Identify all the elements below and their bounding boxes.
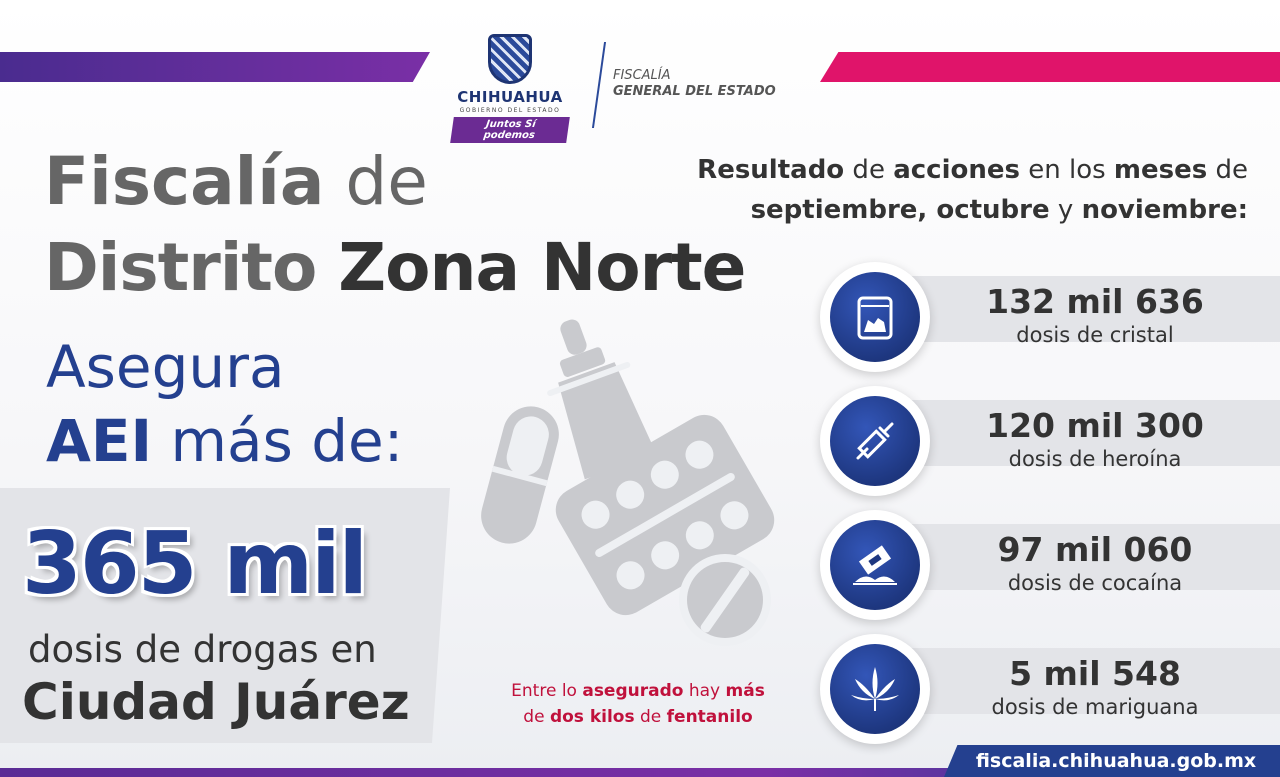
stat-circle-inner (830, 644, 920, 734)
stat-circle-mariguana (820, 634, 930, 744)
url-bar (944, 745, 1280, 777)
crystal-bag-icon (857, 296, 893, 340)
total-doses-number: 365 mil (22, 514, 368, 614)
logo-tagline: Juntos Sí podemos (450, 117, 570, 143)
stat-number-cocaina: 97 mil 060 (997, 530, 1193, 569)
figure-panel (0, 488, 450, 743)
title-fiscalia: Fiscalía (44, 143, 325, 220)
note-text: asegurado (582, 681, 684, 701)
title-line1: Fiscalía de (44, 146, 428, 218)
heading-word: Resultado (697, 155, 845, 185)
note-text: fentanilo (666, 707, 753, 727)
note-text: Entre lo (511, 681, 583, 701)
total-doses-label: dosis de drogas en (28, 628, 377, 671)
fiscalia-line1: FISCALÍA (613, 68, 671, 83)
stat-bar-cristal (878, 276, 1280, 342)
asegura-line2: AEI más de: (46, 408, 403, 474)
cannabis-leaf-icon (851, 667, 899, 711)
stat-number-cristal: 132 mil 636 (986, 282, 1204, 321)
heading-word: de (844, 155, 894, 185)
magenta-stripe (820, 52, 1280, 82)
heading-word: septiembre, octubre (750, 195, 1050, 225)
stat-circle-inner (830, 272, 920, 362)
syringe-icon (856, 422, 894, 460)
logo-name: CHIHUAHUA (457, 88, 563, 106)
title-distrito: Distrito (44, 229, 339, 306)
note-text: más (725, 681, 765, 701)
results-heading-line2: septiembre, octubre y noviembre: (636, 190, 1248, 230)
stat-circle-cocaina (820, 510, 930, 620)
bottom-stripe (0, 768, 1280, 777)
stat-circle-heroina (820, 386, 930, 496)
note-text: hay (683, 681, 726, 701)
heading-word: y (1049, 195, 1082, 225)
razor-powder-icon (853, 545, 897, 585)
heading-word: acciones (893, 155, 1020, 185)
logo-subtitle: GOBIERNO DEL ESTADO (459, 107, 561, 114)
stat-label-mariguana: dosis de mariguana (991, 695, 1199, 719)
purple-stripe (0, 52, 430, 82)
stat-label-heroina: dosis de heroína (1008, 447, 1182, 471)
city-name: Ciudad Juárez (22, 673, 410, 731)
stat-bar-mariguana (878, 648, 1280, 714)
note-text: de (634, 707, 667, 727)
asegura-aei: AEI (46, 407, 153, 475)
stat-bar-heroina (878, 400, 1280, 466)
chihuahua-logo: CHIHUAHUA GOBIERNO DEL ESTADO Juntos Sí … (450, 34, 570, 143)
fentanyl-note: Entre lo asegurado hay más de dos kilos … (478, 678, 798, 730)
results-heading-line1: Resultado de acciones en los meses de (636, 150, 1248, 190)
stat-circle-inner (830, 396, 920, 486)
title-zona-norte: Zona Norte (338, 229, 746, 306)
heading-word: noviembre: (1081, 195, 1248, 225)
results-heading: Resultado de acciones en los meses de se… (636, 150, 1248, 230)
title-line2: Distrito Zona Norte (44, 229, 746, 306)
drugs-illustration-icon (481, 319, 775, 646)
heading-word: en los (1019, 155, 1114, 185)
title-de: de (324, 143, 428, 220)
fentanyl-note-line1: Entre lo asegurado hay más (478, 678, 798, 704)
asegura-line1: Asegura (46, 333, 285, 401)
website-url[interactable]: fiscalia.chihuahua.gob.mx (975, 750, 1257, 772)
fiscalia-line2: GENERAL DEL ESTADO (613, 84, 776, 99)
heading-word: meses (1113, 155, 1208, 185)
fentanyl-note-line2: de dos kilos de fentanilo (478, 704, 798, 730)
heading-word: de (1207, 155, 1248, 185)
stat-circle-inner (830, 520, 920, 610)
note-text: de (523, 707, 550, 727)
coat-of-arms-icon (488, 34, 532, 84)
stat-bar-cocaina (878, 524, 1280, 590)
asegura-mas-de: más de: (152, 407, 404, 475)
stat-label-cocaina: dosis de cocaína (1007, 571, 1183, 595)
stat-circle-cristal (820, 262, 930, 372)
stat-number-mariguana: 5 mil 548 (1009, 654, 1181, 693)
note-text: dos kilos (549, 707, 635, 727)
stat-label-cristal: dosis de cristal (1016, 323, 1174, 347)
fiscalia-header: FISCALÍA GENERAL DEL ESTADO (613, 68, 776, 100)
stat-number-heroina: 120 mil 300 (986, 406, 1204, 445)
